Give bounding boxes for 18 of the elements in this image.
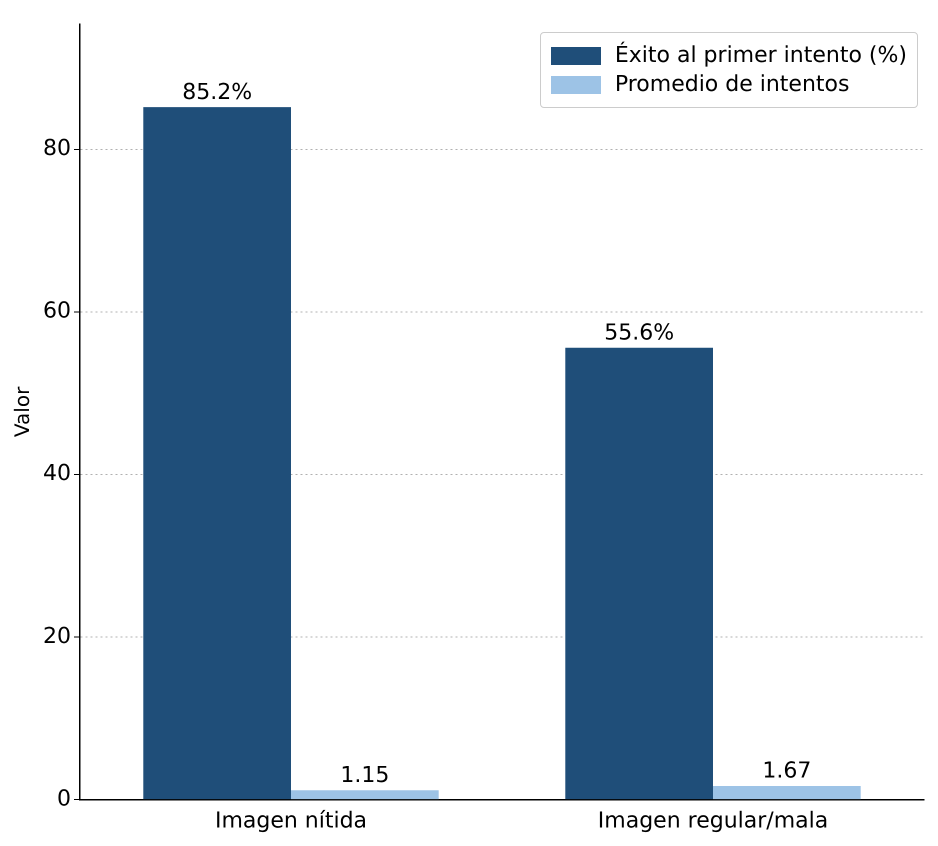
y-tick-label: 60 xyxy=(42,298,71,324)
bar xyxy=(143,107,291,800)
bar xyxy=(565,348,713,800)
legend-label: Éxito al primer intento (%) xyxy=(614,43,907,68)
y-axis-title: Valor xyxy=(10,386,34,438)
x-tick-label: Imagen nítida xyxy=(214,808,368,834)
y-tick-label: 80 xyxy=(42,136,71,162)
y-tick-label: 20 xyxy=(42,624,71,649)
data-label: 85.2% xyxy=(182,80,252,105)
bar xyxy=(290,790,439,800)
bar xyxy=(713,786,861,800)
data-label: 55.6% xyxy=(604,320,674,346)
x-tick-label: Imagen regular/mala xyxy=(598,808,828,834)
y-tick-label: 40 xyxy=(42,461,71,486)
legend-label: Promedio de intentos xyxy=(614,72,850,97)
data-label: 1.67 xyxy=(762,758,812,784)
data-label: 1.15 xyxy=(340,762,390,788)
y-tick-label: 0 xyxy=(56,786,71,812)
